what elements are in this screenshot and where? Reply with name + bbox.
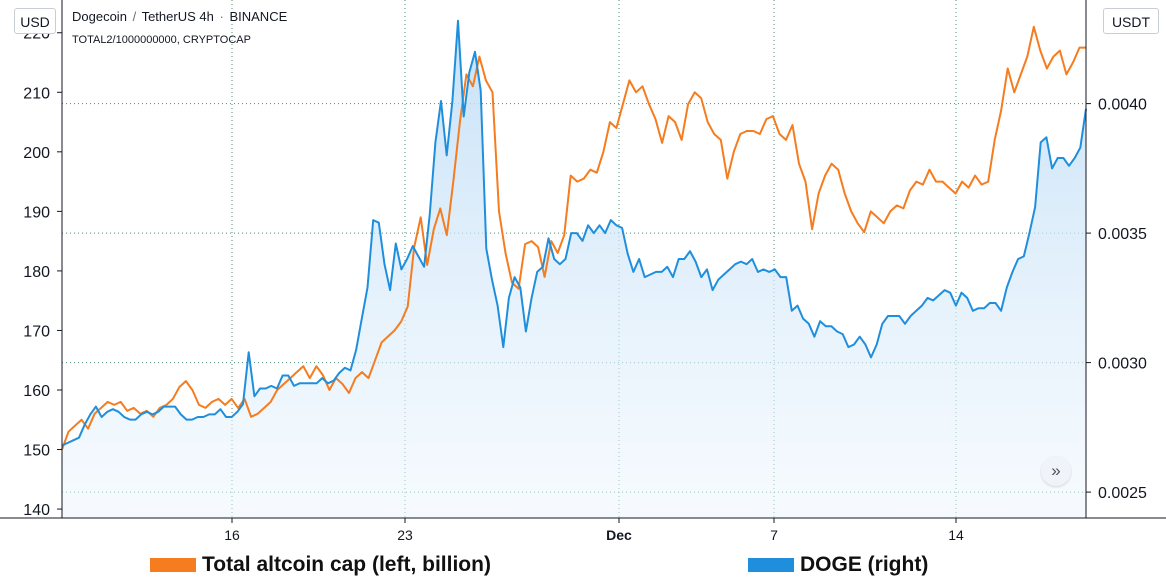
series-line-altcoin bbox=[61, 25, 1086, 450]
quote-name: TetherUS bbox=[141, 9, 196, 24]
legend-item-altcoin: Total altcoin cap (left, billion) bbox=[150, 553, 491, 577]
doge-area bbox=[62, 20, 1086, 518]
scroll-to-latest-button[interactable]: » bbox=[1041, 456, 1071, 486]
legend-label-altcoin: Total altcoin cap (left, billion) bbox=[202, 553, 491, 576]
x-tick-label: 14 bbox=[948, 527, 964, 543]
legend-swatch-altcoin bbox=[150, 558, 196, 572]
right-tick-label: 0.0040 bbox=[1098, 97, 1147, 114]
left-tick-label: 200 bbox=[23, 145, 50, 162]
legend-label-doge: DOGE (right) bbox=[800, 553, 929, 576]
x-tick-label: 23 bbox=[397, 527, 413, 543]
right-axis-unit[interactable]: USDT bbox=[1103, 8, 1159, 34]
tick-labels: 1623Dec7141401501601701801902002102200.0… bbox=[23, 26, 1147, 543]
symbol-name[interactable]: Dogecoin bbox=[72, 9, 127, 24]
right-tick-label: 0.0025 bbox=[1098, 485, 1147, 502]
left-tick-label: 210 bbox=[23, 85, 50, 102]
title-separator: / bbox=[132, 9, 137, 24]
left-axis-unit[interactable]: USD bbox=[14, 8, 56, 34]
left-tick-label: 170 bbox=[23, 323, 50, 340]
exchange-label: BINANCE bbox=[229, 9, 288, 24]
series-line-doge bbox=[61, 19, 1087, 447]
legend-swatch-doge bbox=[748, 558, 794, 572]
right-tick-label: 0.0035 bbox=[1098, 226, 1147, 243]
doge-area-fill bbox=[62, 20, 1086, 518]
legend-item-doge: DOGE (right) bbox=[748, 553, 928, 577]
series-lines bbox=[61, 19, 1087, 450]
double-chevron-right-icon: » bbox=[1051, 461, 1061, 480]
interval-label[interactable]: 4h bbox=[199, 9, 214, 24]
right-tick-label: 0.0030 bbox=[1098, 356, 1147, 373]
left-tick-label: 150 bbox=[23, 443, 50, 460]
left-tick-label: 160 bbox=[23, 383, 50, 400]
left-tick-label: 190 bbox=[23, 204, 50, 221]
x-tick-label: 7 bbox=[770, 527, 778, 543]
x-tick-label: 16 bbox=[224, 527, 240, 543]
title-dot: · bbox=[219, 9, 224, 24]
chart-title: Dogecoin / TetherUS 4h · BINANCE bbox=[72, 9, 287, 24]
axes bbox=[0, 0, 1166, 519]
x-tick-label: Dec bbox=[606, 527, 632, 543]
left-tick-label: 140 bbox=[23, 502, 50, 519]
compare-symbol[interactable]: TOTAL2/1000000000, CRYPTOCAP bbox=[72, 34, 251, 46]
left-tick-label: 180 bbox=[23, 264, 50, 281]
